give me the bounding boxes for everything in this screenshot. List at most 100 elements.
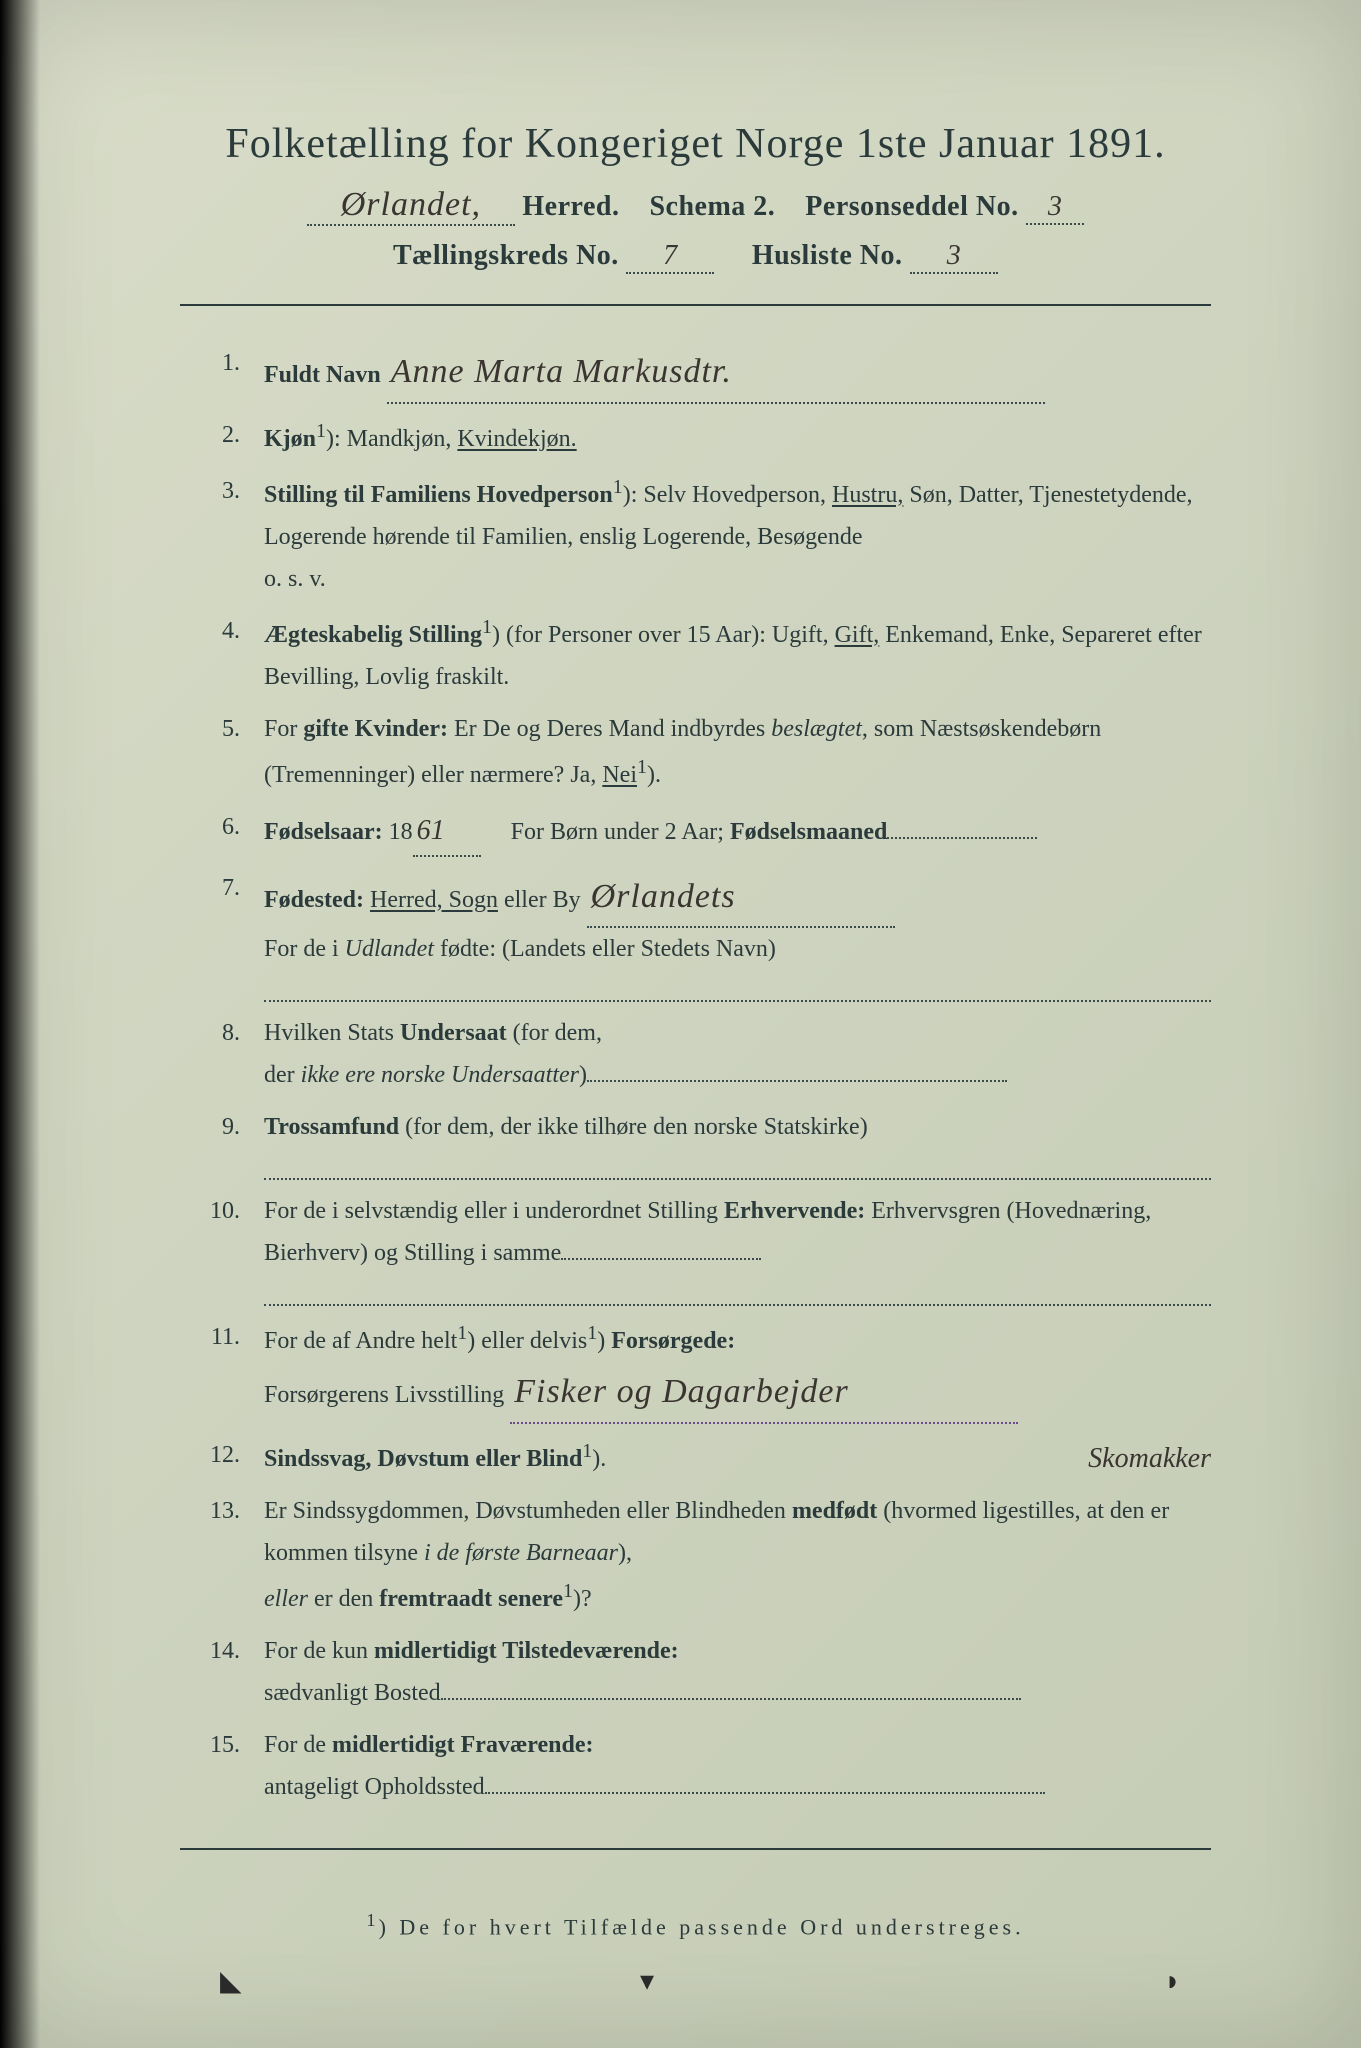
label: Fødested: <box>264 887 364 913</box>
text-b: (for dem, <box>507 1020 602 1046</box>
text-a: For de af Andre helt <box>264 1328 457 1354</box>
item-num: 14. <box>180 1630 264 1714</box>
item-7: 7. Fødested: Herred, Sogn eller By Ørlan… <box>180 867 1211 1003</box>
sup: 1 <box>563 1580 573 1602</box>
item-content: Sindssvag, Døvstum eller Blind1). Skomak… <box>264 1434 1211 1480</box>
text-c: der <box>264 1062 301 1088</box>
underlined: Kvindekjøn. <box>457 426 576 452</box>
italic: i de første Barneaar <box>424 1540 618 1566</box>
item-12: 12. Sindssvag, Døvstum eller Blind1). Sk… <box>180 1434 1211 1480</box>
fill-b <box>264 1280 1211 1306</box>
label: midlertidigt Fraværende: <box>332 1732 594 1758</box>
footnote-text: ) De for hvert Tilfælde passende Ord und… <box>379 1914 1025 1939</box>
underlined: Hustru, <box>832 482 903 508</box>
item-content: Fødselsaar: 1861 For Børn under 2 Aar; F… <box>264 806 1211 857</box>
label: Stilling til Familiens Hovedperson <box>264 482 613 508</box>
italic-b: eller <box>264 1586 308 1612</box>
divider-top <box>180 304 1211 306</box>
text-b: Er De og Deres Mand indbyrdes <box>448 716 771 742</box>
item-num: 6. <box>180 806 264 857</box>
item-content: For gifte Kvinder: Er De og Deres Mand i… <box>264 708 1211 796</box>
fill <box>441 1678 1021 1700</box>
item-num: 10. <box>180 1190 264 1306</box>
text: ): Mandkjøn, <box>326 426 457 452</box>
item-8: 8. Hvilken Stats Undersaat (for dem, der… <box>180 1012 1211 1096</box>
fill <box>485 1772 1045 1794</box>
text-a: ): Selv Hovedperson, <box>623 482 832 508</box>
text-c: o. s. v. <box>264 558 1211 600</box>
form-items: 1. Fuldt Navn Anne Marta Markusdtr. 2. K… <box>180 342 1211 1808</box>
text: (for dem, der ikke tilhøre den norske St… <box>399 1114 868 1140</box>
sup-b: 1 <box>587 1322 597 1344</box>
item-num: 1. <box>180 342 264 404</box>
item-content: For de midlertidigt Fraværende: antageli… <box>264 1724 1211 1808</box>
text-c: ) <box>597 1328 611 1354</box>
text-d: ). <box>647 762 661 788</box>
fill <box>264 976 1211 1002</box>
personseddel-label: Personseddel No. <box>805 191 1018 222</box>
text-b: For Børn under 2 Aar; <box>511 819 730 845</box>
footnote-sup: 1 <box>366 1910 378 1930</box>
tear-mark-right: ◗ <box>1164 1966 1181 1998</box>
item-content: For de i selvstændig eller i underordnet… <box>264 1190 1211 1306</box>
item-content: Hvilken Stats Undersaat (for dem, der ik… <box>264 1012 1211 1096</box>
item-num: 2. <box>180 414 264 460</box>
item-14: 14. For de kun midlertidigt Tilstedevære… <box>180 1630 1211 1714</box>
item-num: 3. <box>180 470 264 600</box>
label: Kjøn <box>264 426 316 452</box>
item-4: 4. Ægteskabelig Stilling1) (for Personer… <box>180 610 1211 698</box>
text-c: ), <box>618 1540 632 1566</box>
item-num: 8. <box>180 1012 264 1096</box>
label: Fødselsaar: <box>264 819 383 845</box>
italic: Udlandet <box>345 936 434 962</box>
item-content: Fødested: Herred, Sogn eller By Ørlandet… <box>264 867 1211 1003</box>
item-num: 9. <box>180 1106 264 1180</box>
tallingskreds-label: Tællingskreds No. <box>393 240 619 271</box>
item-content: Er Sindssygdommen, Døvstumheden eller Bl… <box>264 1490 1211 1620</box>
fill <box>264 1154 1211 1180</box>
tallingskreds-no: 7 <box>626 240 714 274</box>
item-1: 1. Fuldt Navn Anne Marta Markusdtr. <box>180 342 1211 404</box>
text-a: For de i selvstændig eller i underordnet… <box>264 1198 724 1224</box>
item-15: 15. For de midlertidigt Fraværende: anta… <box>180 1724 1211 1808</box>
husliste-label: Husliste No. <box>752 240 903 271</box>
text-c: fødte: (Landets eller Stedets Navn) <box>434 936 776 962</box>
binding-shadow <box>0 0 40 2048</box>
item-6: 6. Fødselsaar: 1861 For Børn under 2 Aar… <box>180 806 1211 857</box>
text-a: eller By <box>498 887 581 913</box>
underlined: Nei <box>602 762 637 788</box>
fill-a <box>561 1238 761 1260</box>
label: Ægteskabelig Stilling <box>264 622 482 648</box>
year-written: 61 <box>413 806 481 857</box>
item-10: 10. For de i selvstændig eller i underor… <box>180 1190 1211 1306</box>
item-content: Kjøn1): Mandkjøn, Kvindekjøn. <box>264 414 1211 460</box>
text-a: For <box>264 716 303 742</box>
item-9: 9. Trossamfund (for dem, der ikke tilhør… <box>180 1106 1211 1180</box>
item-2: 2. Kjøn1): Mandkjøn, Kvindekjøn. <box>180 414 1211 460</box>
text-b: ) eller delvis <box>467 1328 587 1354</box>
name-value: Anne Marta Markusdtr. <box>387 342 1045 404</box>
text-d: ) <box>579 1062 587 1088</box>
label-b: Fødselsmaaned <box>730 819 887 845</box>
sup-a: 1 <box>457 1322 467 1344</box>
herred-line: Ørlandet, Herred. Schema 2. Personseddel… <box>180 186 1211 226</box>
sup: 1 <box>613 476 623 498</box>
sup: 1 <box>637 756 647 778</box>
label: Sindssvag, Døvstum eller Blind <box>264 1446 582 1472</box>
sup: 1 <box>582 1440 592 1462</box>
month-blank <box>887 817 1037 839</box>
text-a: ) (for Personer over 15 Aar): Ugift, <box>492 622 835 648</box>
item-5: 5. For gifte Kvinder: Er De og Deres Man… <box>180 708 1211 796</box>
text-a: For de <box>264 1732 332 1758</box>
text-a: Er Sindssygdommen, Døvstumheden eller Bl… <box>264 1498 792 1524</box>
item-content: For de af Andre helt1) eller delvis1) Fo… <box>264 1316 1211 1424</box>
item-content: Ægteskabelig Stilling1) (for Personer ov… <box>264 610 1211 698</box>
label: Trossamfund <box>264 1114 399 1140</box>
item-num: 15. <box>180 1724 264 1808</box>
item-num: 4. <box>180 610 264 698</box>
schema-label: Schema 2. <box>649 191 775 222</box>
text: ). <box>592 1446 606 1472</box>
birthplace-value: Ørlandets <box>587 867 895 929</box>
text-e: )? <box>573 1586 592 1612</box>
item-num: 13. <box>180 1490 264 1620</box>
